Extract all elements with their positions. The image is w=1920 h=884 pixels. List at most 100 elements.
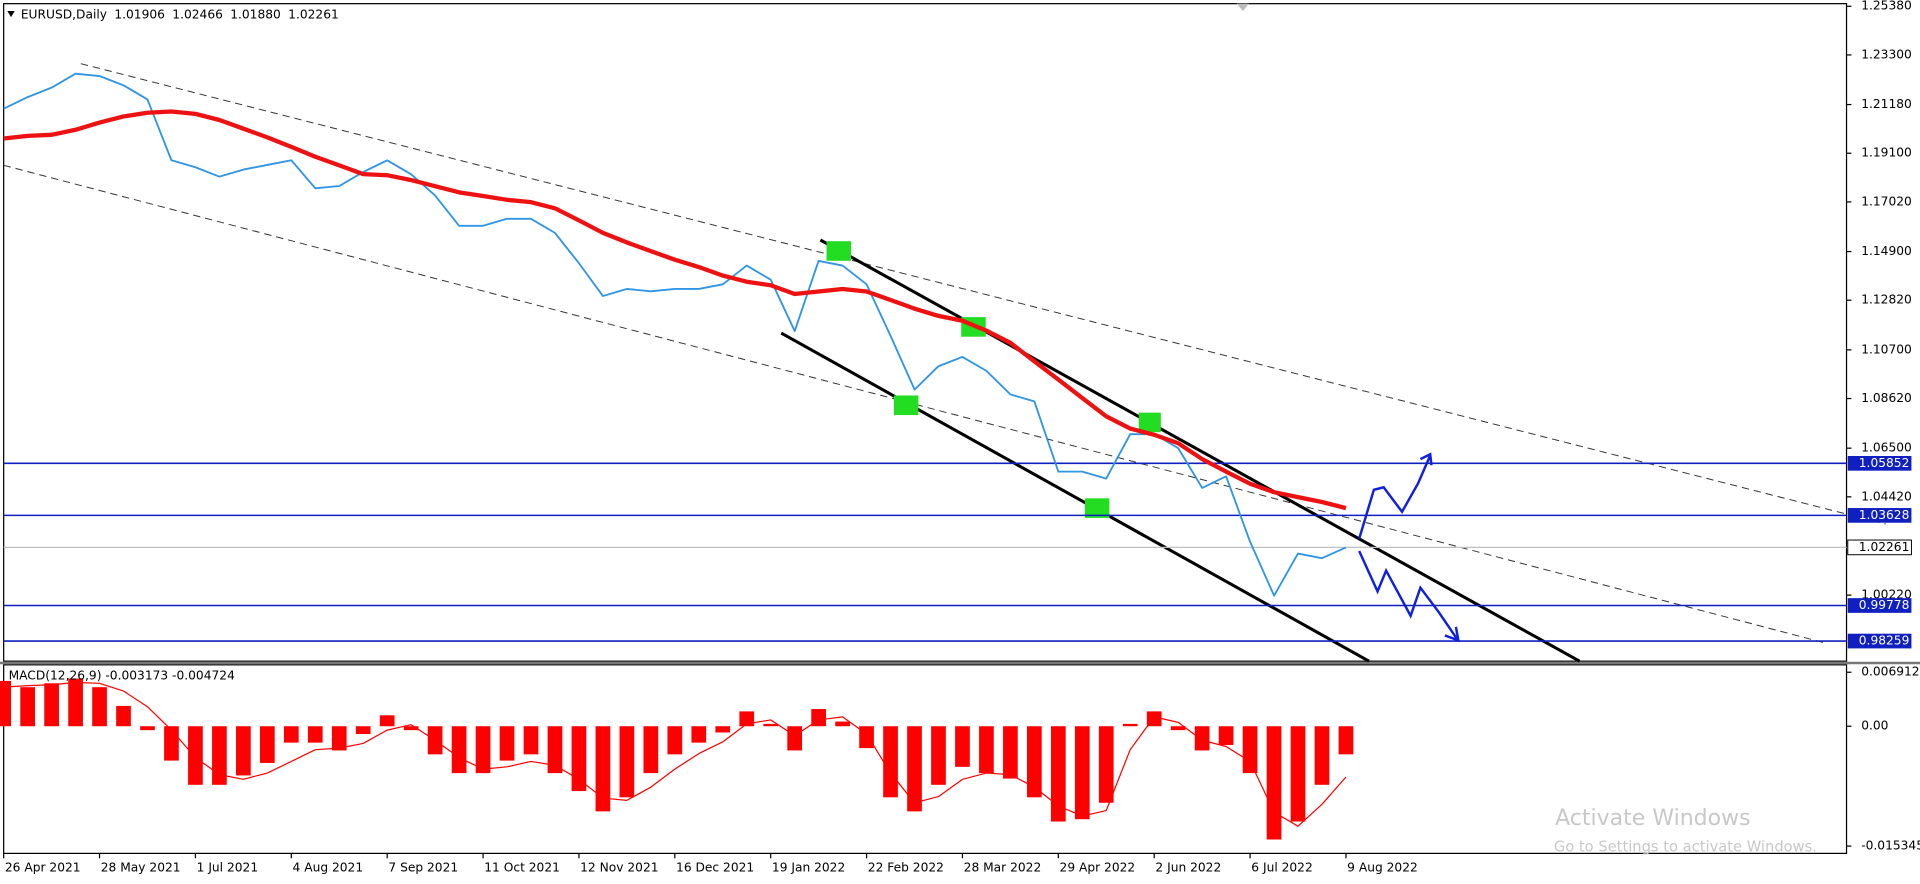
macd-bar	[1098, 726, 1114, 803]
macd-bar	[523, 726, 539, 755]
macd-bar	[667, 726, 683, 755]
macd-bar	[1003, 726, 1018, 779]
macd-bar	[859, 726, 874, 749]
level-label-box	[1847, 633, 1912, 649]
macd-bar	[188, 726, 203, 785]
level-label: 0.99778	[1859, 598, 1910, 612]
y-tick-label: 1.23300	[1861, 47, 1912, 61]
macd-bar	[835, 721, 850, 727]
macd-bar	[1290, 726, 1306, 822]
macd-bar	[403, 726, 419, 731]
macd-bar	[979, 726, 994, 774]
x-tick-label: 26 Apr 2021	[5, 861, 81, 875]
macd-bar	[715, 726, 731, 733]
x-tick-label: 6 Jul 2022	[1251, 861, 1312, 875]
macd-bar	[164, 726, 179, 761]
header-text: 1.02466	[172, 7, 223, 21]
x-tick-label: 29 Apr 2022	[1060, 861, 1136, 875]
watermark-title: Activate Windows	[1555, 806, 1751, 831]
header-text: 1.02261	[288, 7, 339, 21]
y-tick-label: 1.25380	[1861, 0, 1912, 13]
y-tick-label: 0.006912	[1861, 665, 1919, 679]
macd-bar	[619, 726, 635, 798]
header-text: 1.01906	[114, 7, 165, 21]
x-tick-label: 16 Dec 2021	[676, 861, 754, 875]
y-tick-label: -0.015345	[1861, 839, 1920, 853]
drawings	[3, 3, 1886, 663]
macd-bar	[691, 726, 707, 743]
menu-triangle[interactable]	[7, 11, 15, 18]
x-tick-label: 2 Jun 2022	[1155, 861, 1221, 875]
pivot-marker	[1138, 412, 1161, 433]
macd-bar	[451, 726, 467, 774]
macd-signal	[3, 681, 1347, 827]
macd-bar	[883, 726, 898, 798]
dashed-channel-upper	[80, 63, 1886, 525]
pivot-marker	[826, 241, 852, 261]
macd-bar	[643, 726, 659, 774]
macd-bar	[787, 726, 803, 751]
macd-bar	[571, 726, 587, 792]
forecast-arrow-up	[1358, 452, 1433, 540]
macd-bar	[931, 726, 946, 785]
macd-bar	[116, 705, 131, 727]
macd-bar	[1218, 726, 1234, 745]
macd-bar	[283, 726, 299, 743]
x-tick-label: 1 Jul 2021	[197, 861, 258, 875]
y-tick-label: 1.10700	[1861, 342, 1912, 356]
macd-bar	[763, 723, 779, 727]
macd-bar	[140, 726, 155, 731]
level-label: 1.05852	[1859, 456, 1910, 470]
channel-lower	[780, 331, 1370, 663]
y-tick-label: 1.06500	[1861, 441, 1912, 455]
macd-bar	[379, 715, 395, 727]
level-label-box	[1847, 508, 1912, 523]
header-text: 1.01880	[230, 7, 281, 21]
macd-bar	[499, 726, 515, 761]
macd-bar	[331, 726, 347, 751]
macd-bar	[1314, 726, 1330, 785]
macd-bar	[1170, 726, 1186, 731]
macd-bar	[1338, 726, 1354, 755]
y-tick-label: 1.08620	[1861, 391, 1912, 405]
level-label: 1.03628	[1859, 508, 1910, 522]
x-tick-label: 28 May 2021	[101, 861, 181, 875]
macd-bar	[212, 726, 227, 785]
macd-bar	[259, 726, 275, 763]
x-tick-label: 22 Feb 2022	[868, 861, 944, 875]
macd-bar	[1194, 726, 1210, 751]
macd-bar	[955, 726, 970, 767]
current-price-label: 1.02261	[1859, 540, 1910, 554]
macd-bar	[1027, 726, 1042, 798]
macd-bar	[44, 683, 59, 727]
macd-bar	[236, 726, 251, 776]
macd-bar	[307, 726, 323, 743]
macd-bar	[595, 726, 611, 812]
macd-bar	[1266, 726, 1282, 840]
y-tick-label: 1.21180	[1861, 97, 1912, 111]
watermark-subtitle: Go to Settings to activate Windows.	[1554, 838, 1817, 855]
y-tick-label: 0.00	[1861, 719, 1888, 733]
level-label: 0.98259	[1859, 634, 1910, 648]
macd-bar	[68, 678, 83, 727]
y-tick-label: 1.17020	[1861, 194, 1912, 208]
dashed-channel-lower	[3, 164, 1825, 644]
level-label-box	[1847, 598, 1912, 613]
current-price-box	[1847, 539, 1912, 556]
y-tick-label: 1.12820	[1861, 293, 1912, 307]
macd-bar	[0, 680, 12, 727]
macd-bar	[1242, 726, 1258, 774]
macd-bar	[1122, 723, 1138, 727]
pivot-marker	[893, 395, 919, 416]
x-tick-label: 28 Mar 2022	[964, 861, 1042, 875]
x-tick-label: 11 Oct 2021	[484, 861, 560, 875]
macd-bar	[92, 687, 107, 727]
shift-marker	[1236, 3, 1249, 12]
price-panel	[3, 3, 1848, 662]
macd-bar	[739, 711, 755, 727]
header-text: EURUSD,Daily	[21, 7, 107, 21]
macd-bar	[475, 726, 491, 774]
macd-bar	[907, 726, 922, 812]
pivot-marker	[1084, 498, 1110, 518]
